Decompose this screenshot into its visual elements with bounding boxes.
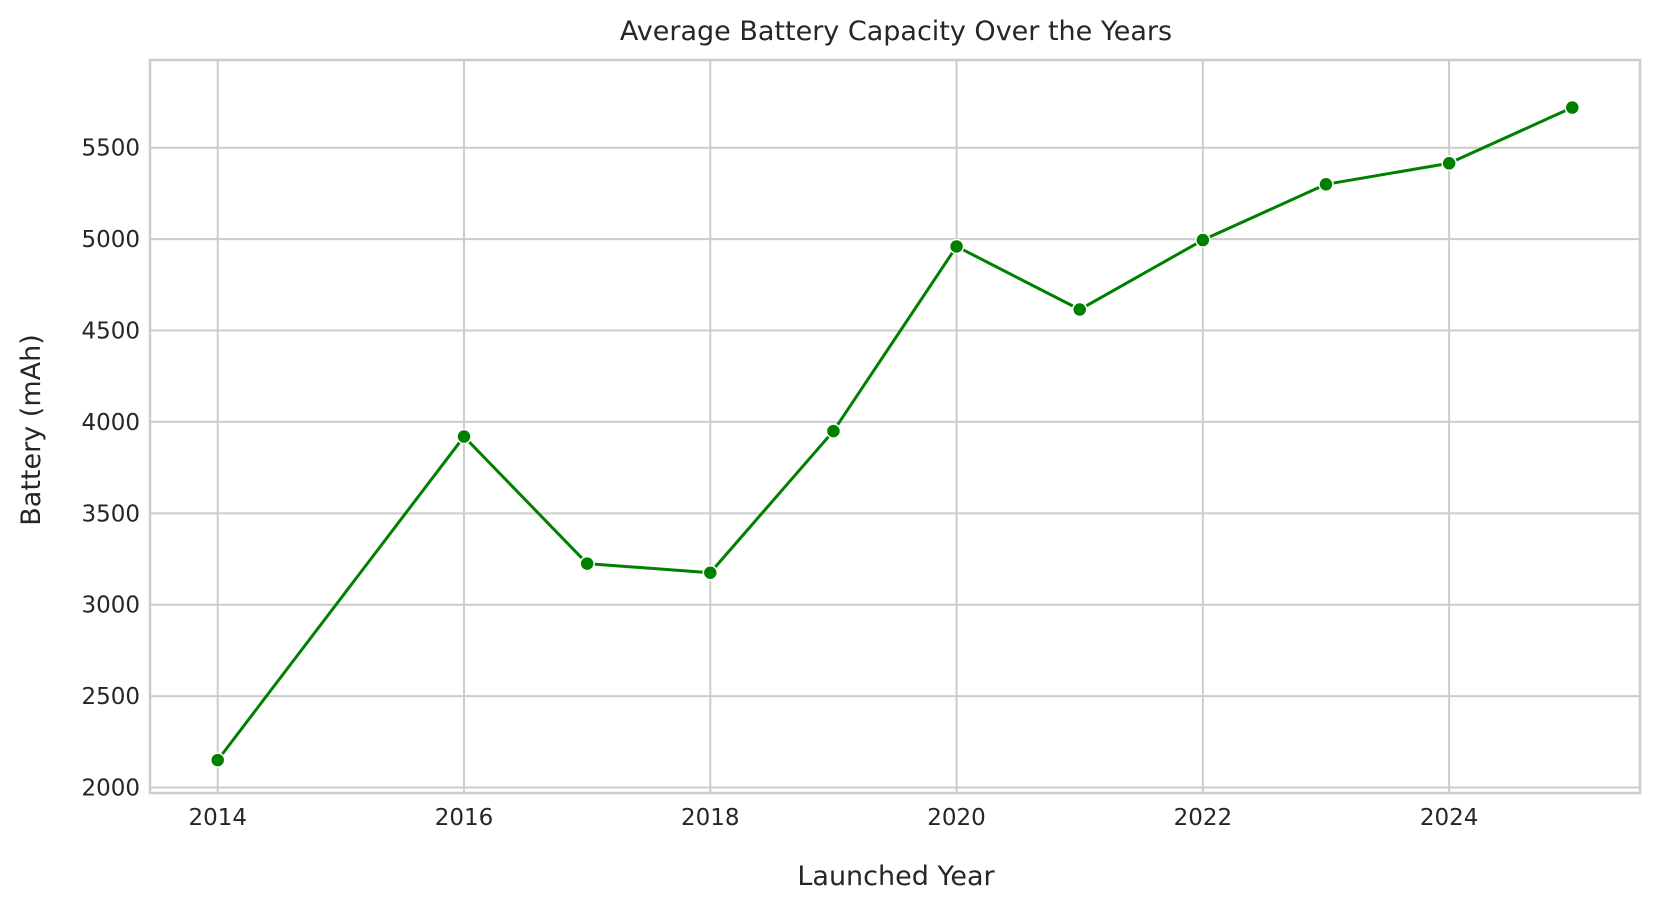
data-point [825, 423, 842, 439]
data-point [948, 238, 965, 255]
data-point [579, 555, 595, 572]
x-tick-label: 2014 [188, 805, 247, 831]
x-tick-label: 2016 [435, 805, 494, 831]
data-point [1071, 301, 1088, 318]
data-point [456, 428, 472, 445]
y-tick-label: 4500 [81, 319, 140, 345]
y-tick-label: 2500 [81, 684, 140, 710]
x-tick-label: 2024 [1420, 805, 1479, 831]
y-tick-label: 3000 [81, 593, 140, 619]
x-axis-label: Launched Year [797, 861, 995, 892]
data-point [209, 752, 226, 768]
series-layer [209, 99, 1581, 768]
x-tick-label: 2018 [681, 805, 740, 831]
y-tick-label: 5500 [81, 136, 140, 162]
tick-labels: 2014 2016 2018 2020 2022 2024 2000 2500 3000 3500… [81, 136, 1478, 831]
series-line [216, 106, 1574, 762]
grid [150, 60, 1640, 793]
plot-frame [148, 58, 1642, 795]
chart-title: Average Battery Capacity Over the Years [620, 16, 1172, 47]
y-axis-label: Battery (mAh) [16, 334, 47, 525]
y-tick-label: 2000 [81, 776, 140, 802]
y-tick-label: 5000 [81, 227, 140, 253]
data-point [1564, 99, 1581, 116]
data-point [1318, 176, 1334, 193]
x-tick-label: 2022 [1174, 805, 1233, 831]
data-point [702, 564, 719, 581]
y-tick-label: 4000 [81, 410, 140, 436]
x-tick-label: 2020 [927, 805, 986, 831]
data-point [1195, 232, 1211, 248]
y-tick-label: 3500 [81, 501, 140, 527]
data-point [1441, 155, 1457, 172]
